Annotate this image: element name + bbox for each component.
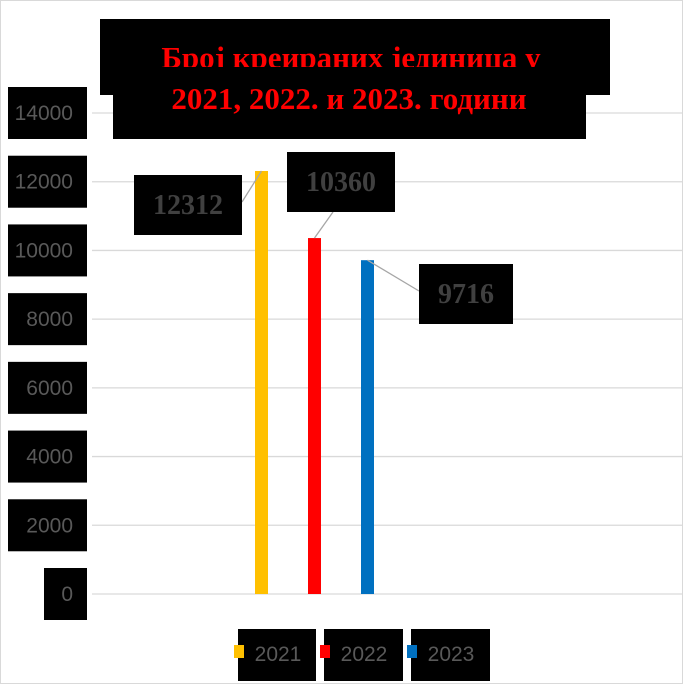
- chart-title-line-1: Броj креираних јединица у: [161, 40, 541, 75]
- y-tick-label: 6000: [26, 377, 73, 400]
- data-label-leader: [241, 170, 263, 203]
- y-tick-box: [8, 224, 87, 277]
- data-label-leader: [367, 259, 420, 292]
- y-tick-box: [8, 361, 87, 414]
- legend-marker-2022: [320, 645, 330, 658]
- y-tick-box: [8, 87, 87, 139]
- legend-label: 2023: [428, 643, 475, 666]
- legend-marker-2023: [407, 645, 417, 658]
- legend-item-box: [238, 629, 316, 681]
- title-box-line-2: [113, 69, 586, 139]
- data-label-box: [419, 264, 513, 324]
- y-tick-label: 8000: [26, 308, 73, 331]
- bar-2021: [255, 170, 268, 594]
- data-label: 9716: [438, 279, 494, 310]
- legend-item-box: [324, 629, 403, 681]
- legend-label: 2021: [255, 643, 302, 666]
- y-tick-label: 0: [61, 583, 73, 606]
- y-tick-box: [8, 293, 87, 346]
- data-label-box: [134, 175, 242, 235]
- legend-item-box: [411, 629, 490, 681]
- y-tick-label: 10000: [15, 239, 73, 262]
- bar-2022: [308, 238, 321, 594]
- chart-title-line-2: 2021, 2022. и 2023. години: [171, 81, 526, 116]
- y-tick-box: [8, 499, 87, 552]
- data-label-box: [287, 152, 395, 212]
- data-label-leader: [313, 211, 334, 239]
- legend-marker-2021: [234, 645, 244, 658]
- y-tick-box: [44, 568, 87, 620]
- y-tick-box: [8, 430, 87, 483]
- bar-2023: [361, 260, 374, 594]
- y-tick-label: 4000: [26, 446, 73, 469]
- data-label: 12312: [153, 190, 223, 221]
- y-tick-label: 14000: [15, 102, 73, 125]
- y-tick-label: 12000: [15, 171, 73, 194]
- y-tick-box: [8, 155, 87, 208]
- legend-label: 2022: [341, 643, 388, 666]
- y-tick-label: 2000: [26, 514, 73, 537]
- data-label: 10360: [306, 167, 376, 198]
